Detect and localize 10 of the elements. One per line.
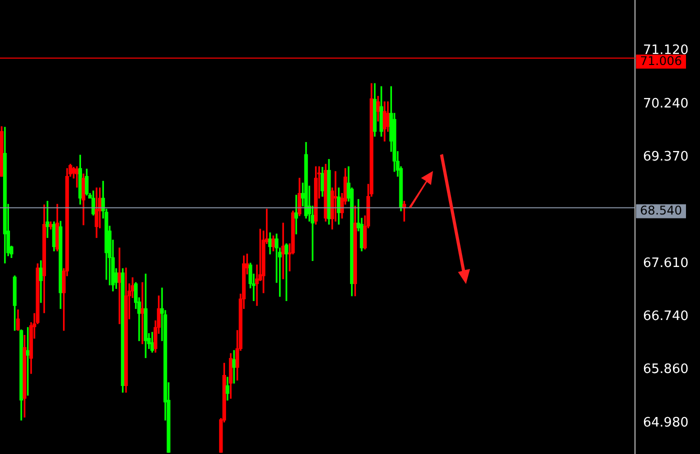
y-tick-label: 65.860 (643, 362, 688, 378)
candlestick (118, 248, 122, 324)
candlestick (46, 200, 50, 238)
ref-line-label: 71.006 (640, 54, 682, 68)
y-tick-label: 67.610 (643, 256, 688, 272)
y-tick-label: 69.370 (643, 149, 688, 164)
y-tick-label: 66.740 (643, 308, 688, 324)
y-tick-label: 70.240 (643, 96, 688, 112)
y-tick-label: 64.980 (643, 416, 688, 431)
ref-line-label: 68.540 (640, 203, 682, 218)
